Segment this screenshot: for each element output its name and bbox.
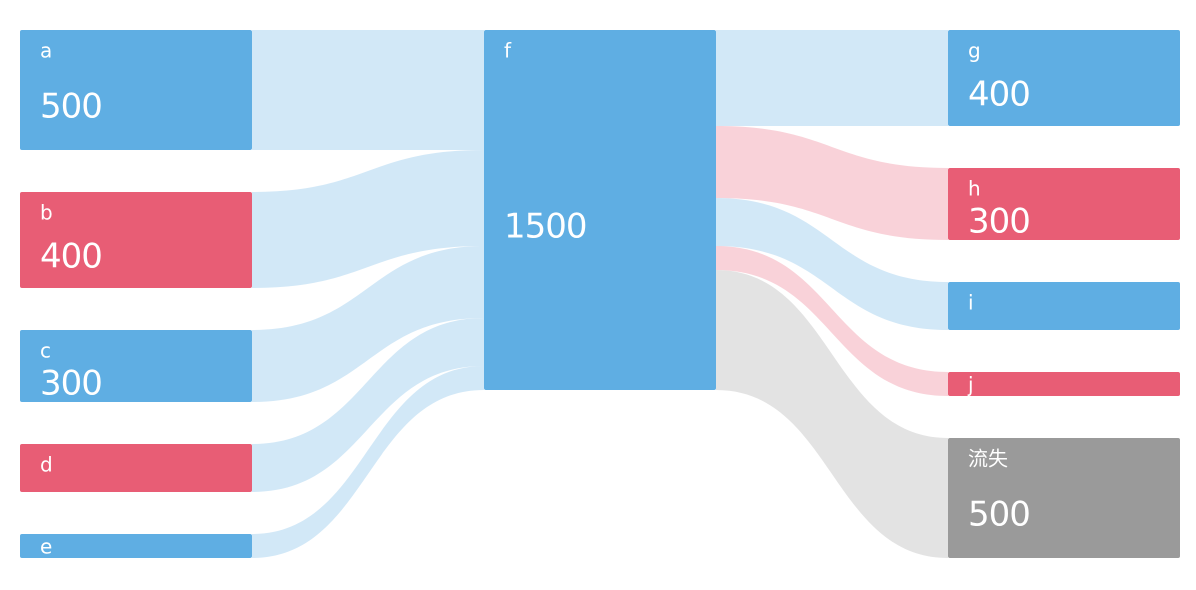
links — [252, 30, 948, 558]
node-label: b — [40, 201, 53, 225]
node — [20, 534, 252, 558]
node — [484, 30, 716, 390]
node — [20, 30, 252, 150]
node-label: d — [40, 453, 53, 477]
node — [20, 192, 252, 288]
node-label: i — [968, 291, 974, 315]
node-label: 流失 — [968, 447, 1008, 471]
node — [948, 372, 1180, 396]
link — [252, 246, 484, 402]
node — [948, 168, 1180, 240]
node-value: 400 — [40, 237, 102, 277]
node — [948, 438, 1180, 558]
node-value: 1500 — [504, 207, 587, 247]
node-label: h — [968, 177, 981, 201]
link — [252, 30, 484, 150]
node-label: e — [40, 535, 52, 559]
link — [716, 30, 948, 126]
node — [20, 444, 252, 492]
node-value: 500 — [968, 495, 1030, 535]
node — [948, 282, 1180, 330]
node-value: 300 — [40, 364, 102, 404]
node-label: c — [40, 339, 51, 363]
link — [252, 366, 484, 558]
node-value: 300 — [968, 202, 1030, 242]
node-label: a — [40, 39, 52, 63]
link — [716, 198, 948, 330]
node — [20, 330, 252, 402]
node-value: 500 — [40, 87, 102, 127]
node-label: g — [968, 39, 981, 63]
link — [252, 150, 484, 288]
link — [716, 270, 948, 558]
node — [948, 30, 1180, 126]
node-label: j — [967, 373, 974, 397]
node-value: 400 — [968, 75, 1030, 115]
link — [716, 126, 948, 240]
link — [252, 318, 484, 492]
node-label: f — [504, 39, 512, 63]
link — [716, 246, 948, 396]
